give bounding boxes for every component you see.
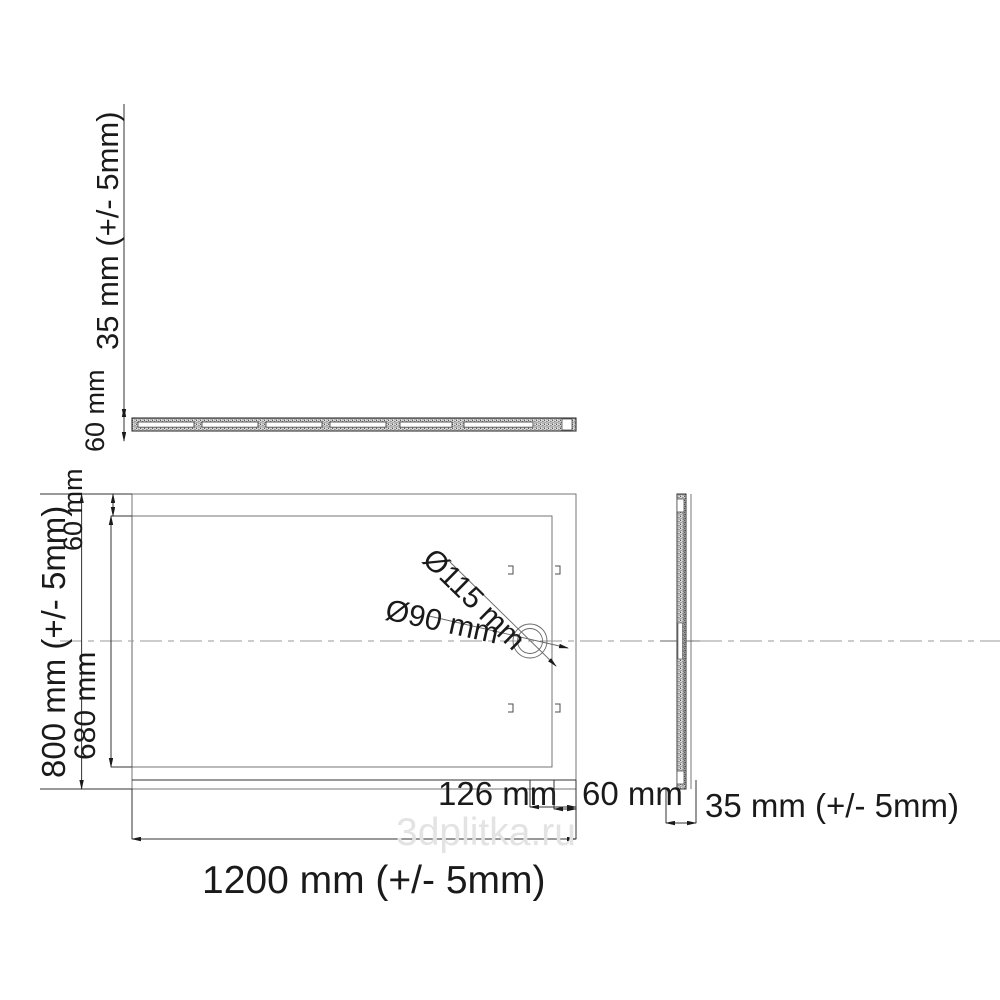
svg-text:3dplitka.ru: 3dplitka.ru — [396, 811, 576, 854]
svg-text:126 mm: 126 mm — [438, 775, 557, 812]
svg-text:60 mm: 60 mm — [582, 775, 683, 812]
svg-text:1200 mm (+/- 5mm): 1200 mm (+/- 5mm) — [202, 859, 545, 902]
svg-text:35 mm (+/- 5mm): 35 mm (+/- 5mm) — [705, 787, 959, 824]
svg-text:60 mm: 60 mm — [80, 369, 110, 452]
svg-text:35 mm (+/- 5mm): 35 mm (+/- 5mm) — [90, 111, 125, 350]
svg-text:680 mm: 680 mm — [69, 652, 102, 760]
svg-text:60 mm: 60 mm — [58, 468, 88, 551]
